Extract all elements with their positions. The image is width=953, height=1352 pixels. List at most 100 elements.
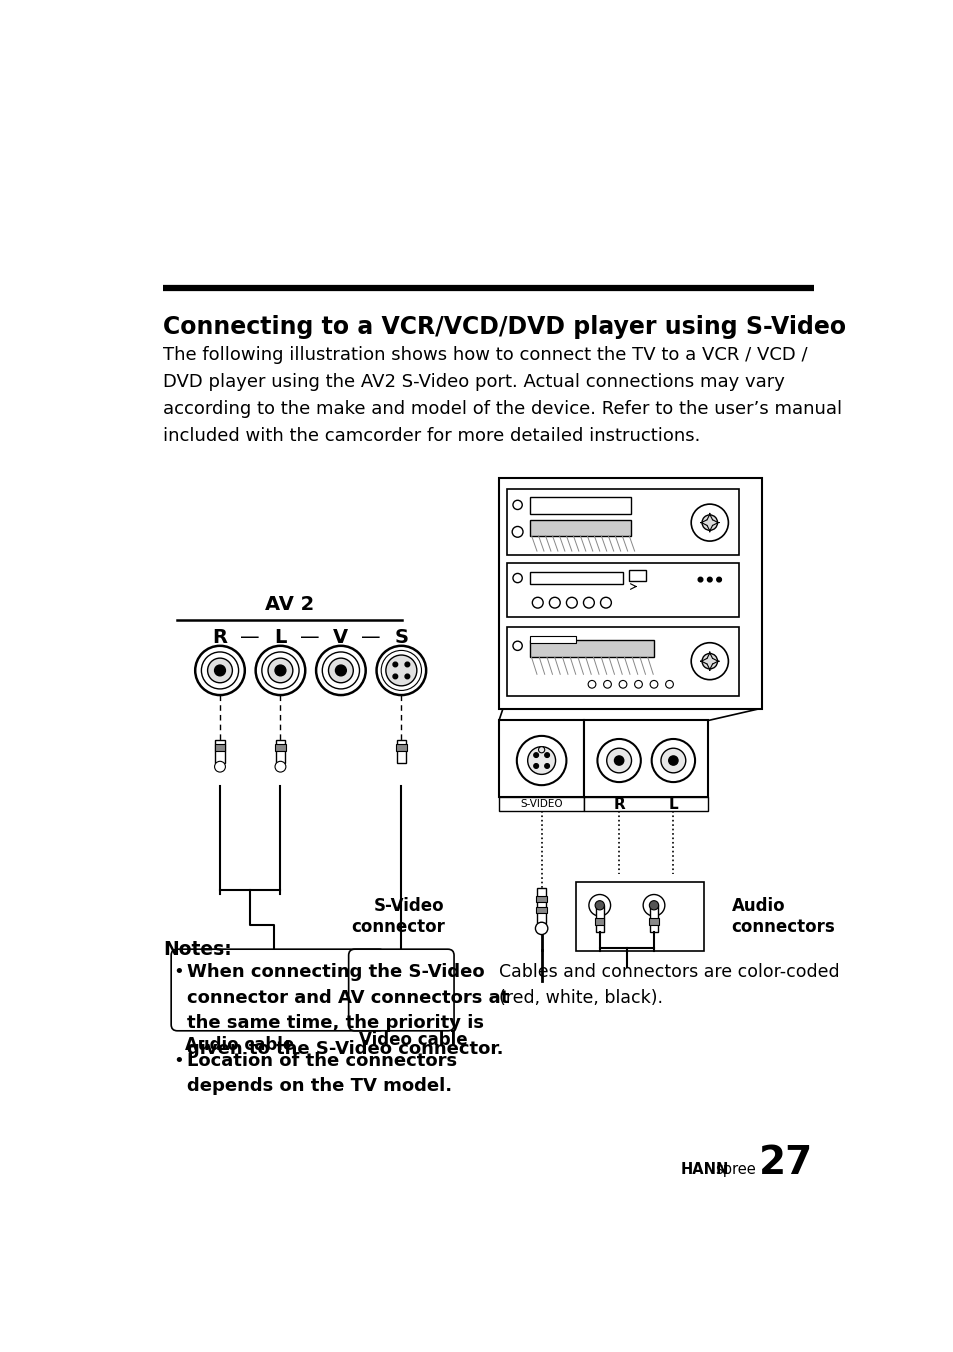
- Circle shape: [665, 680, 673, 688]
- Circle shape: [328, 658, 353, 683]
- Circle shape: [315, 646, 365, 695]
- Circle shape: [405, 675, 409, 679]
- Circle shape: [535, 922, 547, 934]
- Bar: [537, 888, 546, 923]
- Circle shape: [701, 653, 717, 669]
- Circle shape: [618, 680, 626, 688]
- Bar: [536, 907, 546, 913]
- Circle shape: [634, 680, 641, 688]
- Text: When connecting the S-Video
connector and AV connectors at
the same time, the pr: When connecting the S-Video connector an…: [187, 963, 509, 1059]
- Circle shape: [534, 764, 537, 768]
- Text: V: V: [333, 627, 348, 646]
- Circle shape: [599, 598, 611, 608]
- Text: —: —: [239, 627, 259, 646]
- Circle shape: [597, 740, 640, 781]
- Circle shape: [716, 577, 720, 581]
- Circle shape: [195, 646, 245, 695]
- Text: Video cable: Video cable: [358, 1030, 467, 1049]
- Circle shape: [614, 756, 623, 765]
- Circle shape: [261, 652, 298, 690]
- Bar: [498, 798, 583, 811]
- Circle shape: [642, 895, 664, 917]
- Bar: [506, 562, 739, 617]
- Bar: [583, 798, 707, 811]
- Text: Audio cable: Audio cable: [185, 1036, 294, 1055]
- Circle shape: [527, 746, 555, 775]
- Text: 27: 27: [758, 1144, 812, 1182]
- Circle shape: [268, 658, 293, 683]
- FancyBboxPatch shape: [348, 949, 454, 1030]
- Circle shape: [537, 746, 544, 753]
- Circle shape: [668, 756, 678, 765]
- Circle shape: [513, 573, 521, 583]
- Circle shape: [606, 748, 631, 773]
- Text: HANN: HANN: [679, 1163, 728, 1178]
- Text: —: —: [300, 627, 319, 646]
- Circle shape: [512, 526, 522, 537]
- Text: —: —: [360, 627, 379, 646]
- Bar: [506, 626, 739, 696]
- Text: Audio
connectors: Audio connectors: [731, 898, 835, 936]
- Circle shape: [698, 577, 702, 581]
- Polygon shape: [498, 708, 758, 721]
- Circle shape: [566, 598, 577, 608]
- Circle shape: [335, 665, 346, 676]
- Circle shape: [255, 646, 305, 695]
- Circle shape: [393, 662, 397, 667]
- Circle shape: [214, 761, 225, 772]
- Text: Notes:: Notes:: [163, 940, 232, 959]
- Bar: [629, 571, 645, 581]
- Circle shape: [513, 641, 521, 650]
- Text: S-VIDEO: S-VIDEO: [519, 799, 562, 810]
- Circle shape: [660, 748, 685, 773]
- Circle shape: [534, 753, 537, 757]
- Text: R: R: [613, 796, 624, 813]
- Circle shape: [651, 740, 695, 781]
- Text: S: S: [394, 627, 408, 646]
- Circle shape: [393, 675, 397, 679]
- Circle shape: [707, 577, 711, 581]
- Bar: [396, 740, 406, 763]
- Circle shape: [587, 680, 596, 688]
- FancyBboxPatch shape: [171, 949, 385, 1030]
- Text: Connecting to a VCR/VCD/DVD player using S-Video: Connecting to a VCR/VCD/DVD player using…: [163, 315, 845, 339]
- Circle shape: [595, 900, 604, 910]
- Bar: [215, 740, 224, 763]
- Circle shape: [214, 665, 225, 676]
- Text: AV 2: AV 2: [265, 595, 314, 614]
- Circle shape: [549, 598, 559, 608]
- Circle shape: [322, 652, 359, 690]
- Circle shape: [513, 500, 521, 510]
- Bar: [530, 521, 630, 535]
- Circle shape: [603, 680, 611, 688]
- Circle shape: [405, 662, 409, 667]
- Text: R: R: [213, 627, 227, 646]
- Text: S-Video
connector: S-Video connector: [351, 898, 444, 936]
- Bar: [395, 744, 406, 752]
- Bar: [595, 918, 604, 925]
- Circle shape: [588, 895, 610, 917]
- Bar: [649, 906, 658, 933]
- Text: •: •: [173, 1052, 184, 1069]
- Text: L: L: [668, 796, 678, 813]
- Circle shape: [274, 665, 286, 676]
- Text: Location of the connectors
depends on the TV model.: Location of the connectors depends on th…: [187, 1052, 457, 1095]
- Circle shape: [201, 652, 238, 690]
- Bar: [214, 744, 225, 752]
- Circle shape: [544, 764, 549, 768]
- Text: spree: spree: [715, 1163, 755, 1178]
- Bar: [649, 918, 658, 925]
- Bar: [530, 572, 622, 584]
- Bar: [498, 721, 583, 798]
- Circle shape: [517, 735, 566, 786]
- Circle shape: [385, 654, 416, 685]
- Circle shape: [376, 646, 426, 695]
- Circle shape: [701, 515, 717, 530]
- Circle shape: [691, 504, 728, 541]
- Bar: [596, 906, 603, 933]
- Circle shape: [532, 598, 542, 608]
- Text: •: •: [173, 963, 184, 982]
- Circle shape: [649, 900, 658, 910]
- Bar: [576, 883, 703, 952]
- Bar: [530, 641, 654, 657]
